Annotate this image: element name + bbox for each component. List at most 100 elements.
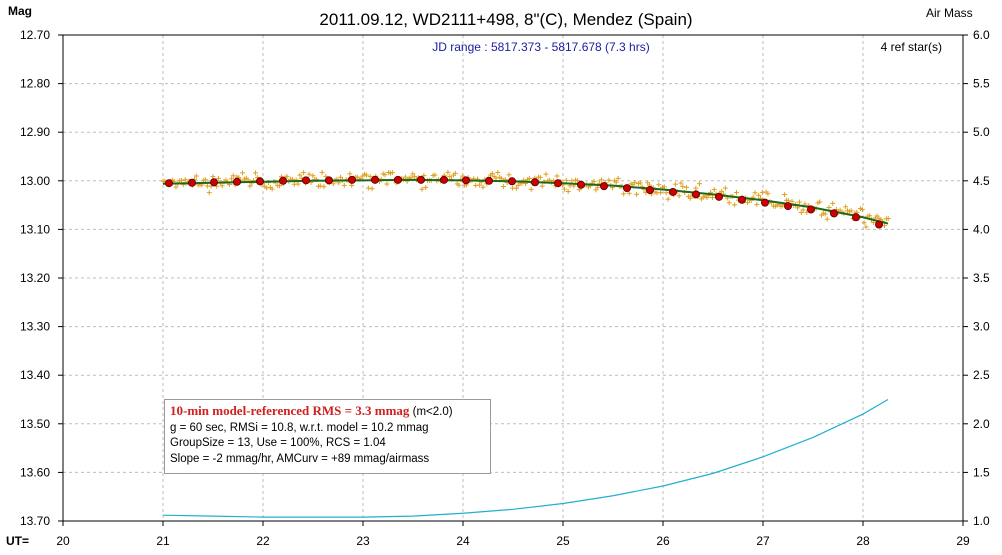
raw-point [493, 175, 499, 181]
legend-rms-highlight: 10-min model-referenced RMS = 3.3 mmag [170, 403, 410, 418]
y-axis-right-title: Air Mass [926, 6, 973, 20]
raw-point [528, 186, 534, 192]
raw-point [419, 186, 425, 192]
x-tick-label: 26 [656, 534, 670, 548]
raw-point [389, 170, 395, 176]
binned-point [554, 179, 563, 188]
raw-point [569, 178, 575, 184]
raw-point [240, 170, 246, 176]
raw-point [632, 180, 638, 186]
raw-point [182, 177, 188, 183]
y-left-tick-label: 12.70 [20, 28, 50, 42]
raw-point [193, 173, 199, 179]
raw-point [495, 170, 501, 176]
binned-point [484, 176, 493, 185]
raw-point [179, 177, 184, 183]
raw-point [321, 184, 327, 190]
y-left-tick-label: 12.90 [20, 125, 50, 139]
legend-slope-line: Slope = -2 mmag/hr, AMCurv = +89 mmag/ai… [170, 452, 430, 465]
x-axis-ticks: 20 21 22 23 24 25 26 27 28 29 [56, 521, 970, 548]
y-axis-right-ticks: 6.0 5.5 5.0 4.5 4.0 3.5 3.0 2.5 2.0 1.5 1.0 [963, 28, 990, 528]
raw-point [606, 177, 612, 183]
raw-point [432, 172, 438, 178]
ref-star-count: 4 ref star(s) [881, 40, 942, 54]
y-right-tick-label: 4.5 [973, 174, 990, 188]
raw-point [843, 204, 849, 210]
raw-point [347, 171, 353, 177]
binned-point [347, 175, 356, 184]
y-right-tick-label: 4.0 [973, 222, 990, 236]
raw-point [822, 211, 828, 217]
airmass-curve-layer [162, 398, 889, 518]
binned-point [416, 175, 425, 184]
raw-point [480, 184, 486, 190]
raw-point [684, 184, 690, 190]
binned-point [209, 178, 218, 187]
y-right-tick-label: 5.0 [973, 125, 990, 139]
raw-point [574, 178, 580, 184]
binned-point [370, 175, 379, 184]
raw-point [565, 189, 571, 195]
binned-point [875, 220, 884, 229]
y-left-tick-label: 13.50 [20, 417, 50, 431]
raw-point [284, 173, 290, 179]
raw-point [591, 178, 597, 184]
raw-point [341, 182, 347, 188]
raw-point [613, 179, 619, 185]
raw-point [447, 174, 453, 180]
binned-point [830, 209, 839, 218]
raw-point [554, 173, 560, 179]
y-right-tick-label: 3.5 [973, 271, 990, 285]
binned-point [531, 178, 540, 187]
y-right-tick-label: 6.0 [973, 28, 990, 42]
x-tick-label: 24 [456, 534, 470, 548]
raw-point [364, 172, 369, 178]
raw-point [697, 181, 702, 187]
binned-point [738, 195, 747, 204]
raw-point [687, 195, 693, 201]
raw-point [456, 182, 462, 188]
raw-point [338, 174, 344, 180]
y-right-tick-label: 1.0 [973, 514, 990, 528]
raw-point [402, 174, 408, 180]
raw-point [859, 206, 865, 212]
y-left-tick-label: 13.20 [20, 271, 50, 285]
raw-point [752, 190, 758, 196]
raw-point [796, 199, 802, 205]
raw-point [173, 184, 179, 190]
raw-point [561, 186, 567, 192]
binned-point [600, 182, 609, 191]
raw-point [800, 207, 806, 213]
binned-point [187, 178, 196, 187]
raw-point [206, 190, 212, 196]
raw-point [317, 183, 323, 189]
raw-point [253, 170, 258, 176]
binned-point [807, 205, 816, 214]
raw-point [661, 184, 667, 190]
raw-point [672, 181, 678, 187]
raw-point [798, 210, 804, 216]
raw-point [563, 177, 569, 183]
x-tick-label: 21 [156, 534, 170, 548]
raw-point [367, 173, 373, 179]
y-left-tick-label: 13.70 [20, 514, 50, 528]
binned-points [164, 175, 884, 229]
legend-rms-suffix: (m<2.0) [409, 406, 453, 418]
raw-point [656, 182, 662, 188]
raw-point [382, 172, 388, 178]
raw-point [526, 175, 532, 181]
x-tick-label: 29 [956, 534, 970, 548]
x-tick-label: 20 [56, 534, 70, 548]
binned-point [439, 175, 448, 184]
raw-point [460, 173, 466, 179]
raw-point [709, 194, 715, 200]
binned-point [324, 176, 333, 185]
raw-point [295, 181, 301, 187]
raw-point [230, 173, 236, 179]
raw-point [412, 174, 418, 180]
raw-point [228, 176, 234, 182]
raw-point [765, 191, 771, 197]
raw-point [830, 200, 836, 206]
binned-point [278, 176, 287, 185]
